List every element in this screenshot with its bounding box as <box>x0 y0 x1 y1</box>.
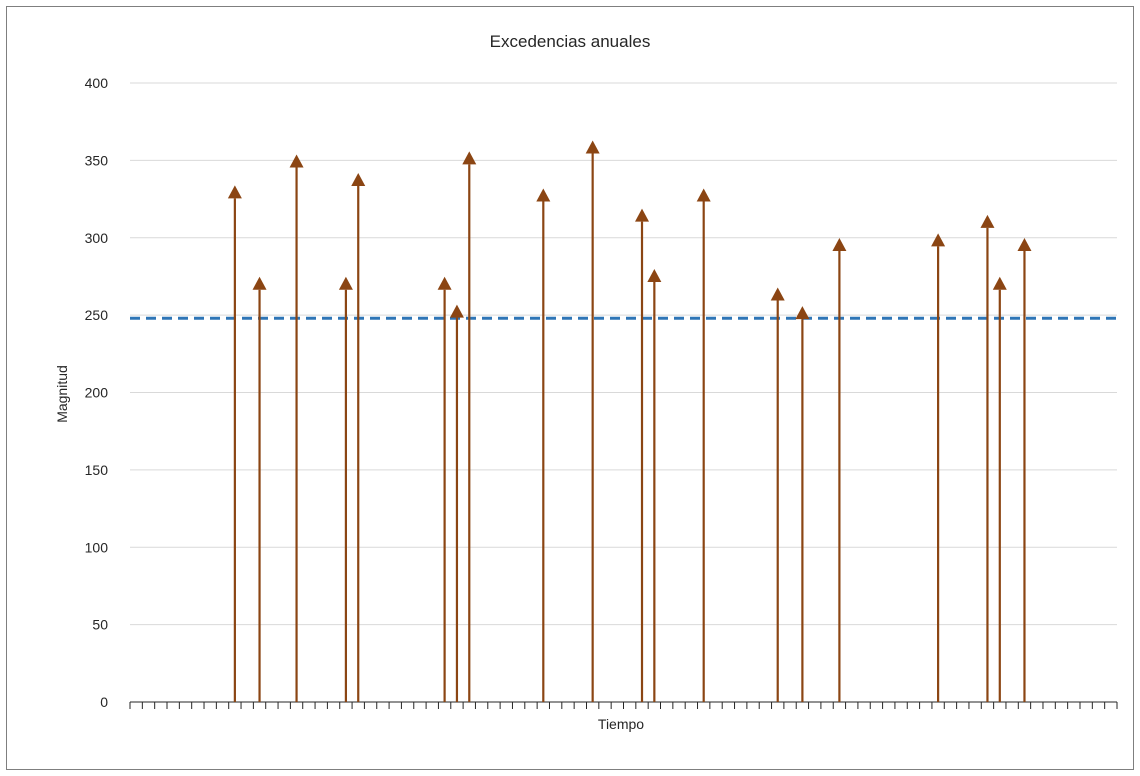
y-tick-label: 100 <box>85 539 109 555</box>
triangle-marker <box>449 304 464 318</box>
chart-title: Excedencias anuales <box>490 32 651 51</box>
triangle-marker <box>462 151 477 165</box>
triangle-marker <box>338 276 353 290</box>
y-tick-label: 300 <box>85 230 109 246</box>
x-axis <box>129 701 1118 709</box>
chart-frame <box>6 6 1134 770</box>
triangle-marker <box>536 188 551 202</box>
grid-lines <box>130 82 1117 626</box>
triangle-marker <box>252 276 267 290</box>
y-tick-labels: 0 50 100 150 200 250 300 350 400 <box>85 75 109 710</box>
triangle-marker <box>770 287 785 301</box>
y-tick-label: 150 <box>85 462 109 478</box>
y-tick-label: 0 <box>100 694 108 710</box>
triangle-marker <box>1017 238 1032 252</box>
y-tick-label: 200 <box>85 385 109 401</box>
triangle-marker <box>992 276 1007 290</box>
y-tick-label: 350 <box>85 152 109 168</box>
triangle-marker <box>795 306 810 320</box>
y-axis-title: Magnitud <box>54 365 70 423</box>
triangle-marker <box>635 208 650 222</box>
triangle-marker <box>647 268 662 282</box>
x-axis-title: Tiempo <box>598 716 644 732</box>
y-tick-label: 400 <box>85 75 109 91</box>
triangle-marker <box>227 185 242 199</box>
y-tick-label: 250 <box>85 307 109 323</box>
triangle-marker <box>931 233 946 247</box>
triangle-marker <box>980 214 995 228</box>
triangle-marker <box>832 238 847 252</box>
triangle-marker <box>585 140 600 154</box>
y-tick-label: 50 <box>92 617 108 633</box>
triangle-marker <box>351 173 366 187</box>
triangle-marker <box>696 188 711 202</box>
triangle-marker <box>289 154 304 168</box>
triangle-marker <box>437 276 452 290</box>
stem-series <box>227 140 1032 702</box>
